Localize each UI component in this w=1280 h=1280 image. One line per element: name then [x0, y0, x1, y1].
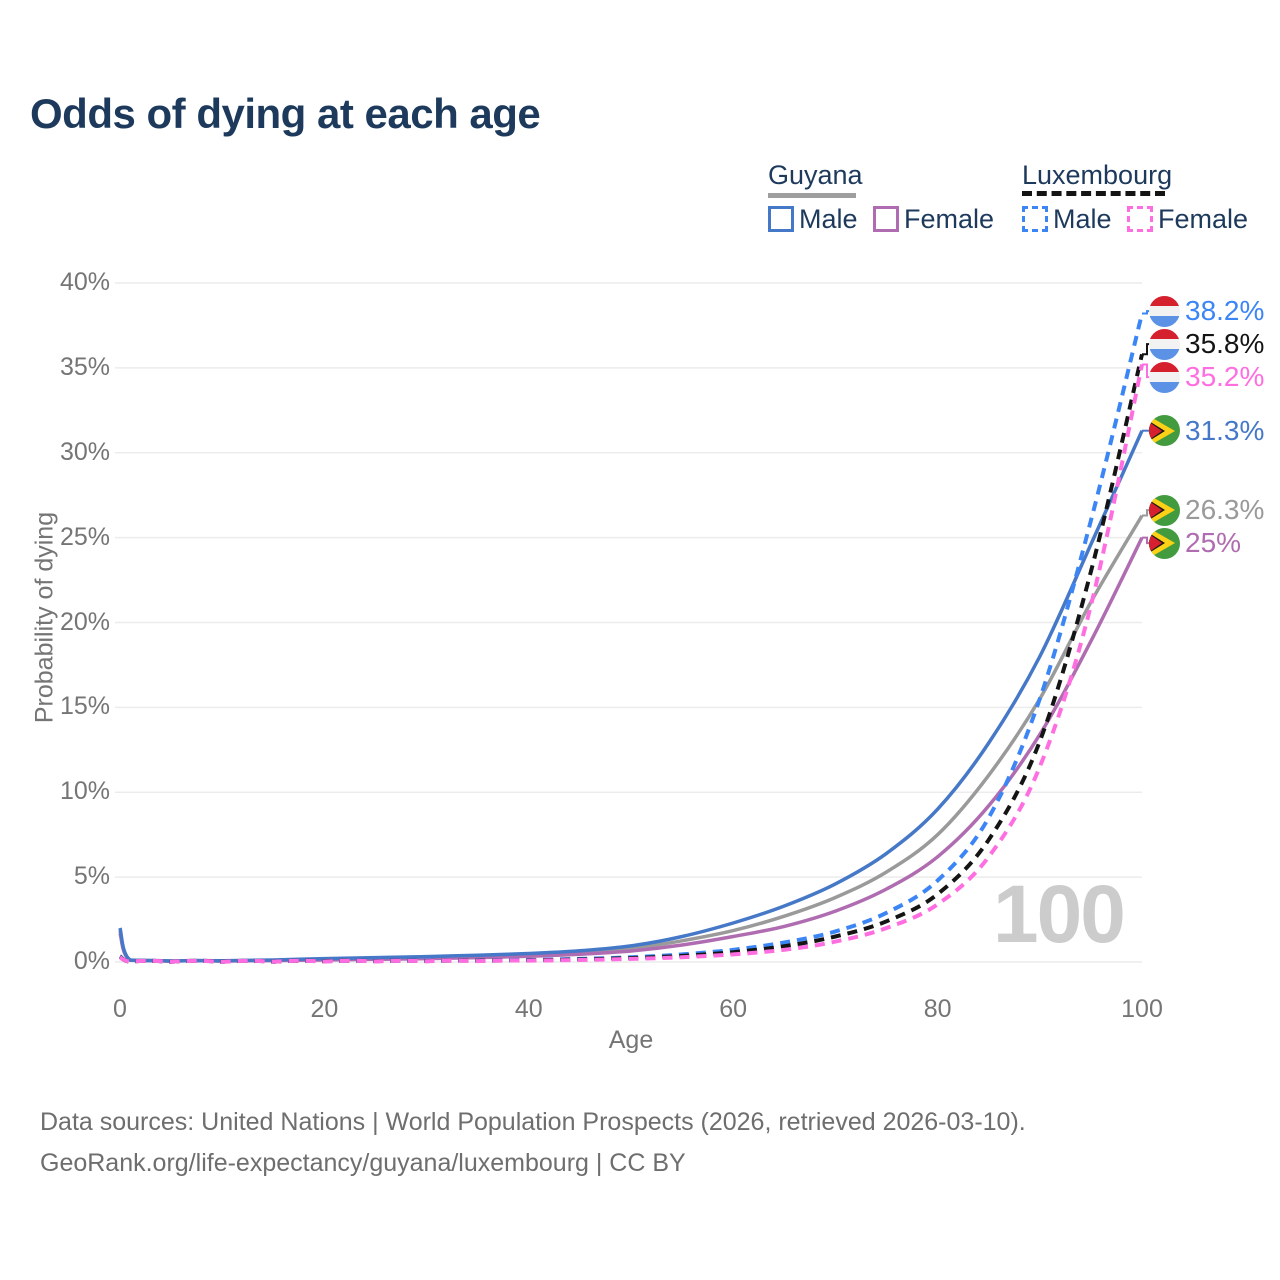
- x-tick-label: 40: [514, 995, 543, 1023]
- end-label-luxembourg-female: 35.2%: [1149, 361, 1264, 393]
- legend-country-guyana: Guyana: [768, 160, 863, 190]
- legend-item-guyana-female[interactable]: Female: [873, 204, 994, 234]
- flag-guyana-icon: [1149, 415, 1180, 447]
- end-label-value: 26.3%: [1185, 494, 1265, 526]
- y-tick-label: 30%: [59, 437, 110, 466]
- flag-luxembourg-icon: [1149, 361, 1180, 393]
- flag-triangle: [1149, 421, 1162, 440]
- y-tick-label: 0%: [73, 947, 110, 975]
- y-tick-label: 25%: [59, 522, 110, 551]
- legend-item-luxembourg-female[interactable]: Female: [1127, 204, 1248, 234]
- data-sources-line: Data sources: United Nations | World Pop…: [40, 1108, 1026, 1136]
- flag-stripe: [1149, 349, 1180, 360]
- end-label-guyana-female: 25%: [1149, 527, 1241, 559]
- x-tick-label: 0: [113, 995, 127, 1023]
- y-tick-label: 5%: [73, 862, 110, 891]
- series-line-luxembourg-total: [118, 353, 1144, 964]
- legend-item-label: Male: [799, 203, 858, 234]
- end-label-guyana-male: 31.3%: [1149, 415, 1264, 447]
- x-tick-label: 20: [310, 995, 339, 1023]
- y-tick-label: 35%: [59, 352, 110, 381]
- x-tick-label: 60: [719, 995, 748, 1023]
- y-tick-label: 20%: [59, 607, 110, 636]
- end-label-luxembourg-total: 35.8%: [1149, 328, 1264, 360]
- legend-item-label: Male: [1053, 203, 1112, 234]
- series-line-luxembourg-male: [118, 313, 1144, 964]
- flag-triangle: [1149, 534, 1162, 553]
- end-label-value: 31.3%: [1185, 414, 1265, 446]
- flag-stripe: [1149, 361, 1180, 372]
- legend-swatch-guyana-male-icon: [768, 206, 794, 232]
- end-label-value: 38.2%: [1185, 295, 1265, 327]
- end-label-value: 25%: [1185, 527, 1242, 559]
- series-line-guyana-total: [118, 514, 1144, 963]
- end-label-value: 35.2%: [1185, 361, 1265, 393]
- flag-stripe: [1149, 371, 1180, 383]
- legend-swatch-luxembourg-female-icon: [1127, 206, 1153, 232]
- attribution-line: GeoRank.org/life-expectancy/guyana/luxem…: [40, 1149, 686, 1177]
- flag-stripe: [1149, 305, 1180, 317]
- x-tick-label: 80: [923, 995, 952, 1023]
- legend-item-label: Female: [1158, 203, 1249, 234]
- flag-triangle: [1149, 501, 1162, 520]
- age-watermark: 100: [993, 869, 1126, 960]
- legend-swatch-luxembourg-male-icon: [1022, 206, 1048, 232]
- flag-stripe: [1149, 295, 1180, 306]
- flag-luxembourg-icon: [1149, 328, 1180, 360]
- legend-item-luxembourg-male[interactable]: Male: [1022, 204, 1112, 234]
- flag-guyana-icon: [1149, 527, 1180, 559]
- legend-line-sample-luxembourg-icon: [1022, 191, 1165, 196]
- legend-item-guyana-male[interactable]: Male: [768, 204, 858, 234]
- flag-stripe: [1149, 382, 1180, 393]
- series-line-guyana-male: [118, 429, 1144, 963]
- series-line-guyana-female: [118, 536, 1144, 963]
- flag-stripe: [1149, 328, 1180, 339]
- legend-line-sample-guyana-icon: [768, 193, 856, 198]
- x-axis-title: Age: [608, 1026, 654, 1054]
- flag-luxembourg-icon: [1149, 295, 1180, 327]
- end-label-guyana-total: 26.3%: [1149, 494, 1264, 526]
- legend-country-luxembourg: Luxembourg: [1022, 160, 1173, 190]
- y-tick-label: 15%: [59, 692, 110, 721]
- end-label-luxembourg-male: 38.2%: [1149, 295, 1264, 327]
- legend-item-label: Female: [904, 203, 995, 234]
- end-label-value: 35.8%: [1185, 328, 1265, 360]
- y-tick-label: 40%: [59, 268, 110, 296]
- flag-stripe: [1149, 316, 1180, 327]
- legend-swatch-guyana-female-icon: [873, 206, 899, 232]
- flag-stripe: [1149, 338, 1180, 350]
- flag-guyana-icon: [1149, 494, 1180, 526]
- y-tick-label: 10%: [59, 777, 110, 806]
- series-line-luxembourg-female: [118, 364, 1144, 964]
- page-title: Odds of dying at each age: [30, 90, 541, 137]
- x-tick-label: 100: [1121, 995, 1163, 1023]
